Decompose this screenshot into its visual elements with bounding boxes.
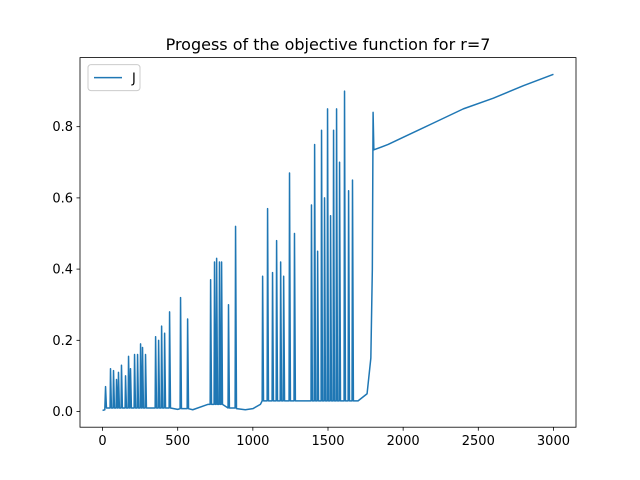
x-tick-label: 500 <box>165 434 190 449</box>
x-tick-label: 0 <box>98 434 106 449</box>
y-tick-label: 0.6 <box>52 191 73 206</box>
y-tick-label: 0.0 <box>52 405 73 420</box>
legend-label: J <box>131 72 136 87</box>
x-tick-label: 2000 <box>387 434 420 449</box>
plot-frame <box>79 57 577 428</box>
chart-title: Progess of the objective function for r=… <box>166 35 491 54</box>
y-tick-label: 0.8 <box>52 120 73 135</box>
x-tick-label: 1000 <box>236 434 269 449</box>
y-tick-label: 0.2 <box>52 334 73 349</box>
x-tick-label: 1500 <box>311 434 344 449</box>
x-tick-label: 3000 <box>537 434 570 449</box>
x-tick-label: 2500 <box>462 434 495 449</box>
y-tick-label: 0.4 <box>52 263 73 278</box>
data-line <box>102 73 554 412</box>
